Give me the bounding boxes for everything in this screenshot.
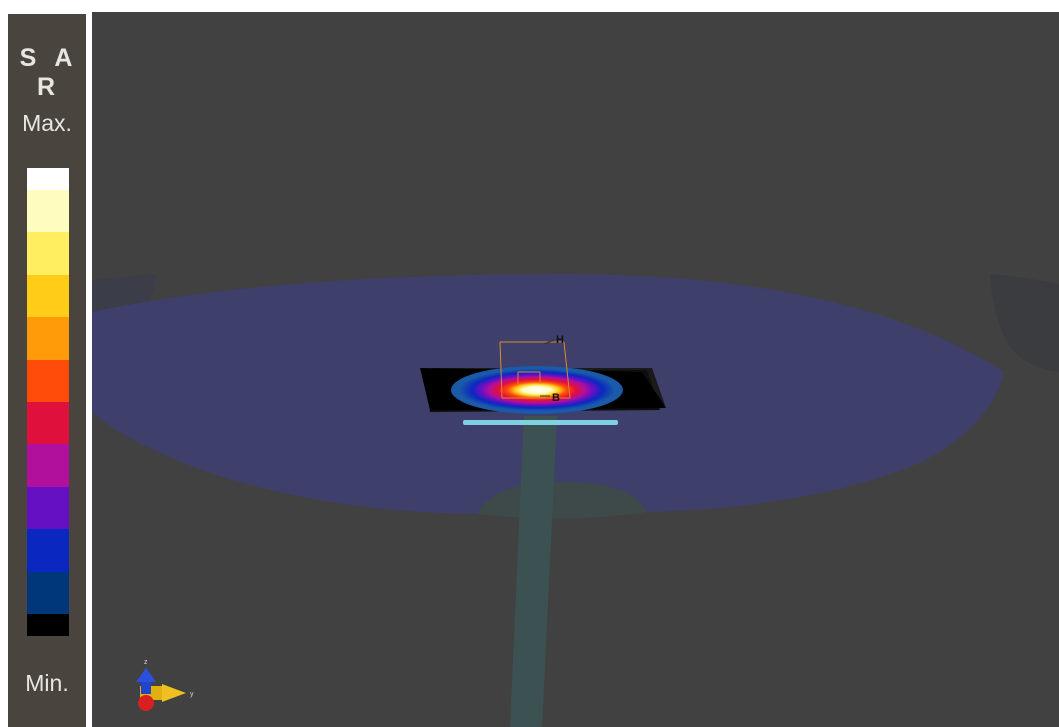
colorbar-swatch-10 <box>27 571 69 615</box>
colorbar-swatch-8 <box>27 486 69 530</box>
legend-min-label: Min. <box>25 670 69 696</box>
antenna-bar <box>463 420 618 425</box>
colorbar-swatch-7 <box>27 444 69 487</box>
colorbar-swatch-0 <box>27 168 69 190</box>
phantom-shell-right <box>990 274 1059 372</box>
colorbar-swatch-11 <box>27 614 69 637</box>
axis-y-label: y <box>190 691 194 698</box>
colorbar-swatch-4 <box>27 317 69 360</box>
3d-viewport[interactable]: H B z y <box>92 12 1059 727</box>
sar-hotspot <box>459 369 615 411</box>
wireframe-box <box>499 341 571 399</box>
axis-z-arrow <box>136 668 156 682</box>
colorbar-swatch-6 <box>27 402 69 445</box>
axis-x-marker <box>138 695 154 711</box>
colorbar-swatch-1 <box>27 190 69 233</box>
colorbar-swatch-5 <box>27 359 69 403</box>
marker-h-line <box>543 339 555 345</box>
axis-z-label: z <box>144 659 148 666</box>
colorbar-swatch-3 <box>27 274 69 318</box>
phantom-base <box>477 482 647 519</box>
scene-canvas[interactable]: H B z y <box>92 12 1059 727</box>
marker-b-label: B <box>552 392 560 404</box>
colorbar-swatch-9 <box>27 529 69 572</box>
axis-y-arrow <box>162 684 186 702</box>
sar-legend-panel: S A R Max. Min. <box>8 14 86 727</box>
axis-triad[interactable]: z y <box>136 659 194 711</box>
marker-h-label: H <box>556 334 564 346</box>
legend-max-label: Max. <box>22 110 72 136</box>
device-stand <box>510 416 557 727</box>
axis-z-shaft <box>141 680 151 694</box>
colorbar-swatch-2 <box>27 232 69 275</box>
sar-colorbar <box>27 168 69 637</box>
legend-title: S A R <box>19 44 79 101</box>
